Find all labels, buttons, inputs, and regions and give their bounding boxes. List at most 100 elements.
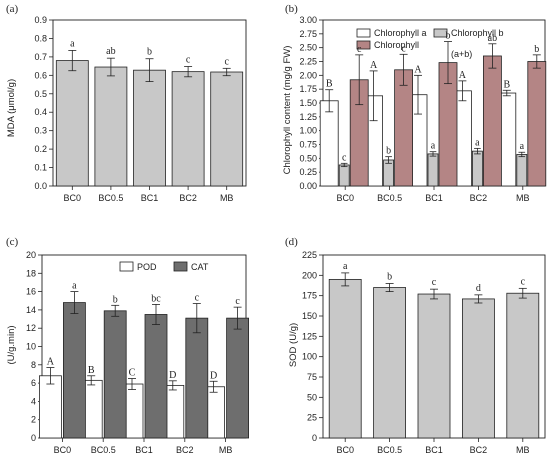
panel-2-ytick-label: 1.25 bbox=[299, 112, 317, 122]
panel-2-ytick-label: 0.75 bbox=[299, 140, 317, 150]
panel-3-bar bbox=[144, 314, 168, 439]
panel-2-significance-letter: A bbox=[370, 60, 378, 71]
panel-1-bar bbox=[55, 60, 89, 187]
panel-2-bar bbox=[319, 100, 339, 187]
panel-3-ytick-label: 20 bbox=[26, 250, 36, 260]
panel-2-significance-letter: A bbox=[459, 70, 467, 81]
panel-2-ytick-label: 1.50 bbox=[299, 98, 317, 108]
panel-c: (c) (U/g.min) POD CAT 0 2 4 6 8 10 12 14 16 18 20 B… bbox=[6, 236, 250, 455]
panel-1-ytick-label: 0.9 bbox=[34, 15, 47, 25]
panel-3-bar bbox=[226, 317, 250, 439]
panel-2-significance-letter: a bbox=[475, 137, 480, 148]
panel-3-significance-letter: a bbox=[72, 281, 77, 292]
panel-2-significance-letter: c bbox=[342, 152, 347, 163]
panel-a-label: (a) bbox=[6, 3, 19, 15]
panel-2-xtick-label: BC0.5 bbox=[377, 193, 402, 203]
panel-2-bar bbox=[383, 159, 395, 187]
panel-2-bar bbox=[471, 150, 483, 187]
panel-4-xtick-label: BC0.5 bbox=[377, 445, 402, 455]
panel-3-ytick-label: 18 bbox=[26, 268, 36, 278]
panel-3-xtick-label: BC1 bbox=[135, 445, 153, 455]
panel-4-ytick-label: 100 bbox=[302, 352, 317, 362]
panel-2-bar bbox=[527, 61, 547, 187]
panel-2-ytick-label: 1.00 bbox=[299, 126, 317, 136]
panel-1-bar bbox=[171, 71, 205, 187]
panel-1-significance-letter: c bbox=[224, 56, 229, 67]
panel-1-xtick-label: BC1 bbox=[141, 193, 159, 203]
panel-2-ytick-label: 0.25 bbox=[299, 167, 317, 177]
panel-2-significance-letter: c bbox=[357, 44, 362, 55]
panel-4-bar bbox=[328, 278, 362, 439]
panel-a: (a) MDA (μmol/g) 0.0 0.1 0.2 0.3 0.4 0.5 0.6 0.… bbox=[6, 3, 247, 203]
panel-2-ytick-label: 2.25 bbox=[299, 57, 317, 67]
panel-4-bar bbox=[373, 287, 407, 439]
panel-1-significance-letter: b bbox=[147, 47, 152, 58]
panel-3-ytick-label: 4 bbox=[31, 396, 36, 406]
panel-3-xtick-label: BC2 bbox=[176, 445, 194, 455]
panel-2-significance-letter: b bbox=[446, 31, 451, 42]
panel-1-significance-letter: c bbox=[186, 54, 191, 65]
panel-2-significance-letter: B bbox=[503, 79, 510, 90]
panel-1-ytick-label: 0.3 bbox=[34, 126, 47, 136]
legend-swatch-pod bbox=[119, 261, 134, 272]
legend-label-pod: POD bbox=[137, 262, 157, 272]
panel-2-bar bbox=[482, 55, 502, 187]
panel-4-ytick-label: 75 bbox=[307, 372, 317, 382]
panel-4-bar bbox=[417, 293, 451, 439]
panel-2-ytick-label: 2.75 bbox=[299, 29, 317, 39]
panel-2-ytick-label: 0.00 bbox=[299, 181, 317, 191]
legend-label-chlorophyll-a: Chlorophyll a bbox=[374, 28, 427, 38]
panel-1-bar bbox=[210, 71, 244, 187]
panel-b-legend: Chlorophyll a Chlorophyll b Chlorophyll … bbox=[356, 28, 504, 59]
legend-label-chlorophyll-total: Chlorophyll bbox=[374, 40, 419, 50]
panel-4-significance-letter: a bbox=[343, 261, 348, 272]
panel-2-xtick-label: BC0 bbox=[336, 193, 354, 203]
panel-c-ylabel: (U/g.min) bbox=[6, 325, 17, 364]
panel-3-significance-letter: C bbox=[129, 368, 136, 379]
panel-2-xtick-label: MB bbox=[516, 193, 530, 203]
panel-2-significance-letter: c bbox=[401, 43, 406, 54]
panel-4-significance-letter: b bbox=[387, 271, 392, 282]
panel-3-ytick-label: 12 bbox=[26, 323, 36, 333]
panel-c-label: (c) bbox=[6, 236, 19, 248]
legend-swatch-chlorophyll-total bbox=[356, 40, 371, 50]
panel-1-bar bbox=[94, 66, 128, 187]
panel-3-xtick-label: BC0.5 bbox=[91, 445, 116, 455]
panel-2-significance-letter: B bbox=[326, 79, 333, 90]
panel-2-ytick-label: 0.50 bbox=[299, 153, 317, 163]
panel-1-significance-letter: a bbox=[70, 38, 75, 49]
panel-4-ytick-label: 0 bbox=[312, 433, 317, 443]
panel-2-significance-letter: b bbox=[386, 146, 391, 157]
panel-1-ytick-label: 0.0 bbox=[34, 181, 47, 191]
panel-1-xtick-label: BC0.5 bbox=[98, 193, 123, 203]
panel-2-ytick-label: 3.00 bbox=[299, 15, 317, 25]
panel-3-significance-letter: b bbox=[113, 294, 118, 305]
panel-1-ytick-label: 0.2 bbox=[34, 144, 47, 154]
panel-2-ytick-label: 2.50 bbox=[299, 43, 317, 53]
panel-4-ytick-label: 50 bbox=[307, 392, 317, 402]
panel-1-ytick-label: 0.6 bbox=[34, 70, 47, 80]
panel-3-significance-letter: D bbox=[169, 370, 176, 381]
panel-4-xtick-label: BC1 bbox=[425, 445, 443, 455]
legend-swatch-cat bbox=[173, 261, 188, 272]
panel-2-significance-letter: A bbox=[414, 64, 422, 75]
panel-2-ytick-label: 2.00 bbox=[299, 70, 317, 80]
panel-1-ytick-label: 0.4 bbox=[34, 107, 47, 117]
panel-a-ylabel: MDA (μmol/g) bbox=[6, 79, 17, 137]
panel-3-ytick-label: 14 bbox=[26, 305, 36, 315]
panel-d: (d) SOD (U/g) 0 25 50 75 100 125 150 175 200 225 B… bbox=[285, 236, 546, 455]
panel-4-xtick-label: BC0 bbox=[336, 445, 354, 455]
panel-2-xtick-label: BC1 bbox=[425, 193, 443, 203]
panel-b-ylabel: Chlorophyll content (mg/g FW) bbox=[282, 46, 293, 175]
panel-3-bar bbox=[103, 310, 127, 439]
legend-label-cat: CAT bbox=[191, 262, 209, 272]
panel-4-ytick-label: 125 bbox=[302, 331, 317, 341]
panel-3-significance-letter: B bbox=[88, 365, 95, 376]
panel-2-xtick-label: BC2 bbox=[470, 193, 488, 203]
panel-2-bar bbox=[338, 164, 350, 187]
panel-4-significance-letter: c bbox=[432, 277, 437, 288]
panel-4-ytick-label: 200 bbox=[302, 270, 317, 280]
panel-3-bar bbox=[185, 317, 209, 439]
panel-2-ytick-label: 1.75 bbox=[299, 84, 317, 94]
